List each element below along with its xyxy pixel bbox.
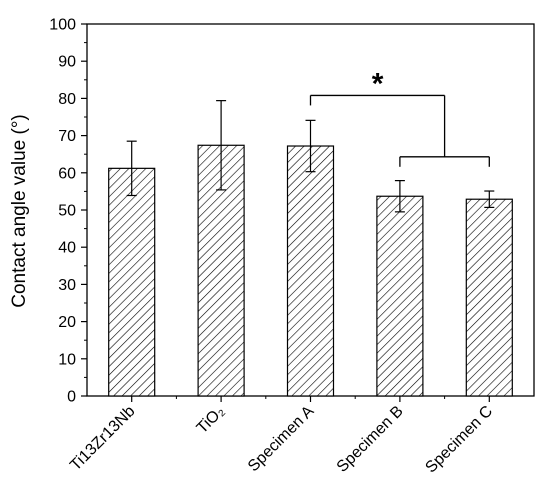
y-tick-label: 50: [58, 203, 76, 220]
bar: [376, 195, 424, 397]
y-tick-label: 90: [58, 54, 76, 71]
y-tick-label: 0: [67, 389, 76, 406]
significance-star: *: [372, 67, 384, 100]
y-tick-label: 20: [58, 314, 76, 331]
x-category-label: Ti13Zr13Nb: [67, 403, 138, 474]
plot-area: 0 10 20 30 40 50 60 70 80 90 100 Ti13Zr13Nb TiO₂ Spec…: [49, 17, 535, 477]
y-tick-label: 100: [49, 17, 76, 34]
y-tick-label: 10: [58, 351, 76, 368]
y-tick-label: 60: [58, 165, 76, 182]
x-category-label: Specimen B: [334, 403, 407, 476]
y-tick-label: 40: [58, 240, 76, 257]
bar: [286, 145, 335, 397]
x-category-label: Specimen A: [245, 403, 318, 476]
y-tick-label: 80: [58, 91, 76, 108]
bar: [108, 167, 156, 397]
y-axis-title: Contact angle value (°): [9, 114, 30, 307]
bar: [465, 198, 513, 397]
y-tick-label: 30: [58, 277, 76, 294]
x-category-label: TiO₂: [194, 403, 228, 437]
y-tick-label: 70: [58, 128, 76, 145]
x-category-label: Specimen C: [422, 403, 496, 477]
